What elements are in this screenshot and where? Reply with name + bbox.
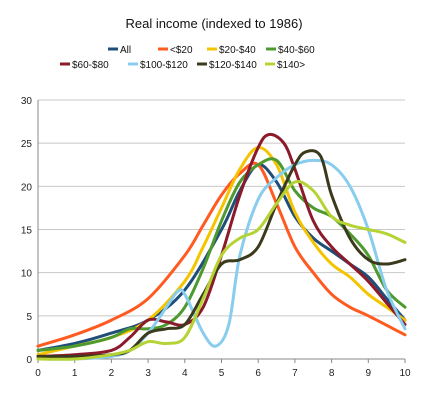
x-tick-label: 0 bbox=[35, 368, 41, 379]
x-tick-label: 8 bbox=[329, 368, 335, 379]
x-axis-tick-labels: 0 1 2 3 4 5 6 7 8 9 10 bbox=[35, 368, 411, 379]
x-tick-label: 5 bbox=[219, 368, 225, 379]
legend-label: $100-$120 bbox=[140, 60, 188, 71]
x-tick-label: 6 bbox=[255, 368, 261, 379]
legend-label: $140> bbox=[277, 60, 305, 71]
x-tick-label: 1 bbox=[72, 368, 78, 379]
legend-item: $60-$80 bbox=[60, 60, 109, 71]
y-tick-label: 25 bbox=[21, 139, 33, 150]
y-tick-label: 5 bbox=[26, 312, 32, 323]
legend-label: $60-$80 bbox=[72, 60, 109, 71]
legend-label: $20-$40 bbox=[219, 45, 256, 56]
x-tick-label: 2 bbox=[109, 368, 115, 379]
x-tick-label: 10 bbox=[399, 368, 411, 379]
legend-item: $40-$60 bbox=[266, 45, 315, 56]
y-tick-label: 0 bbox=[26, 355, 32, 366]
series-lines bbox=[36, 132, 407, 361]
legend-label: All bbox=[120, 45, 131, 56]
y-tick-label: 15 bbox=[21, 226, 33, 237]
legend-item: $20-$40 bbox=[207, 45, 256, 56]
y-tick-label: 10 bbox=[21, 269, 33, 280]
legend-label: <$20 bbox=[170, 45, 193, 56]
legend-item: All bbox=[108, 45, 131, 56]
legend-item: $120-$140 bbox=[197, 60, 257, 71]
legend-label: $40-$60 bbox=[278, 45, 315, 56]
x-tick-label: 4 bbox=[182, 368, 188, 379]
x-tick-label: 9 bbox=[366, 368, 372, 379]
y-tick-label: 30 bbox=[21, 96, 33, 107]
series-line-40-60 bbox=[36, 157, 407, 352]
legend-label: $120-$140 bbox=[209, 60, 257, 71]
x-tick-label: 7 bbox=[292, 368, 298, 379]
legend-item: <$20 bbox=[158, 45, 193, 56]
x-tick-label: 3 bbox=[145, 368, 151, 379]
chart-title: Real income (indexed to 1986) bbox=[125, 16, 302, 31]
legend-item: $100-$120 bbox=[128, 60, 188, 71]
y-axis-tick-labels: 0 5 10 15 20 25 30 bbox=[21, 96, 33, 366]
series-line-60-80 bbox=[36, 132, 407, 358]
series-line-140 bbox=[36, 180, 407, 361]
legend-item: $140> bbox=[265, 60, 305, 71]
y-tick-label: 20 bbox=[21, 182, 33, 193]
legend: All <$20 $20-$40 $40-$60 $60-$80 $100-$120 $12… bbox=[60, 45, 315, 71]
